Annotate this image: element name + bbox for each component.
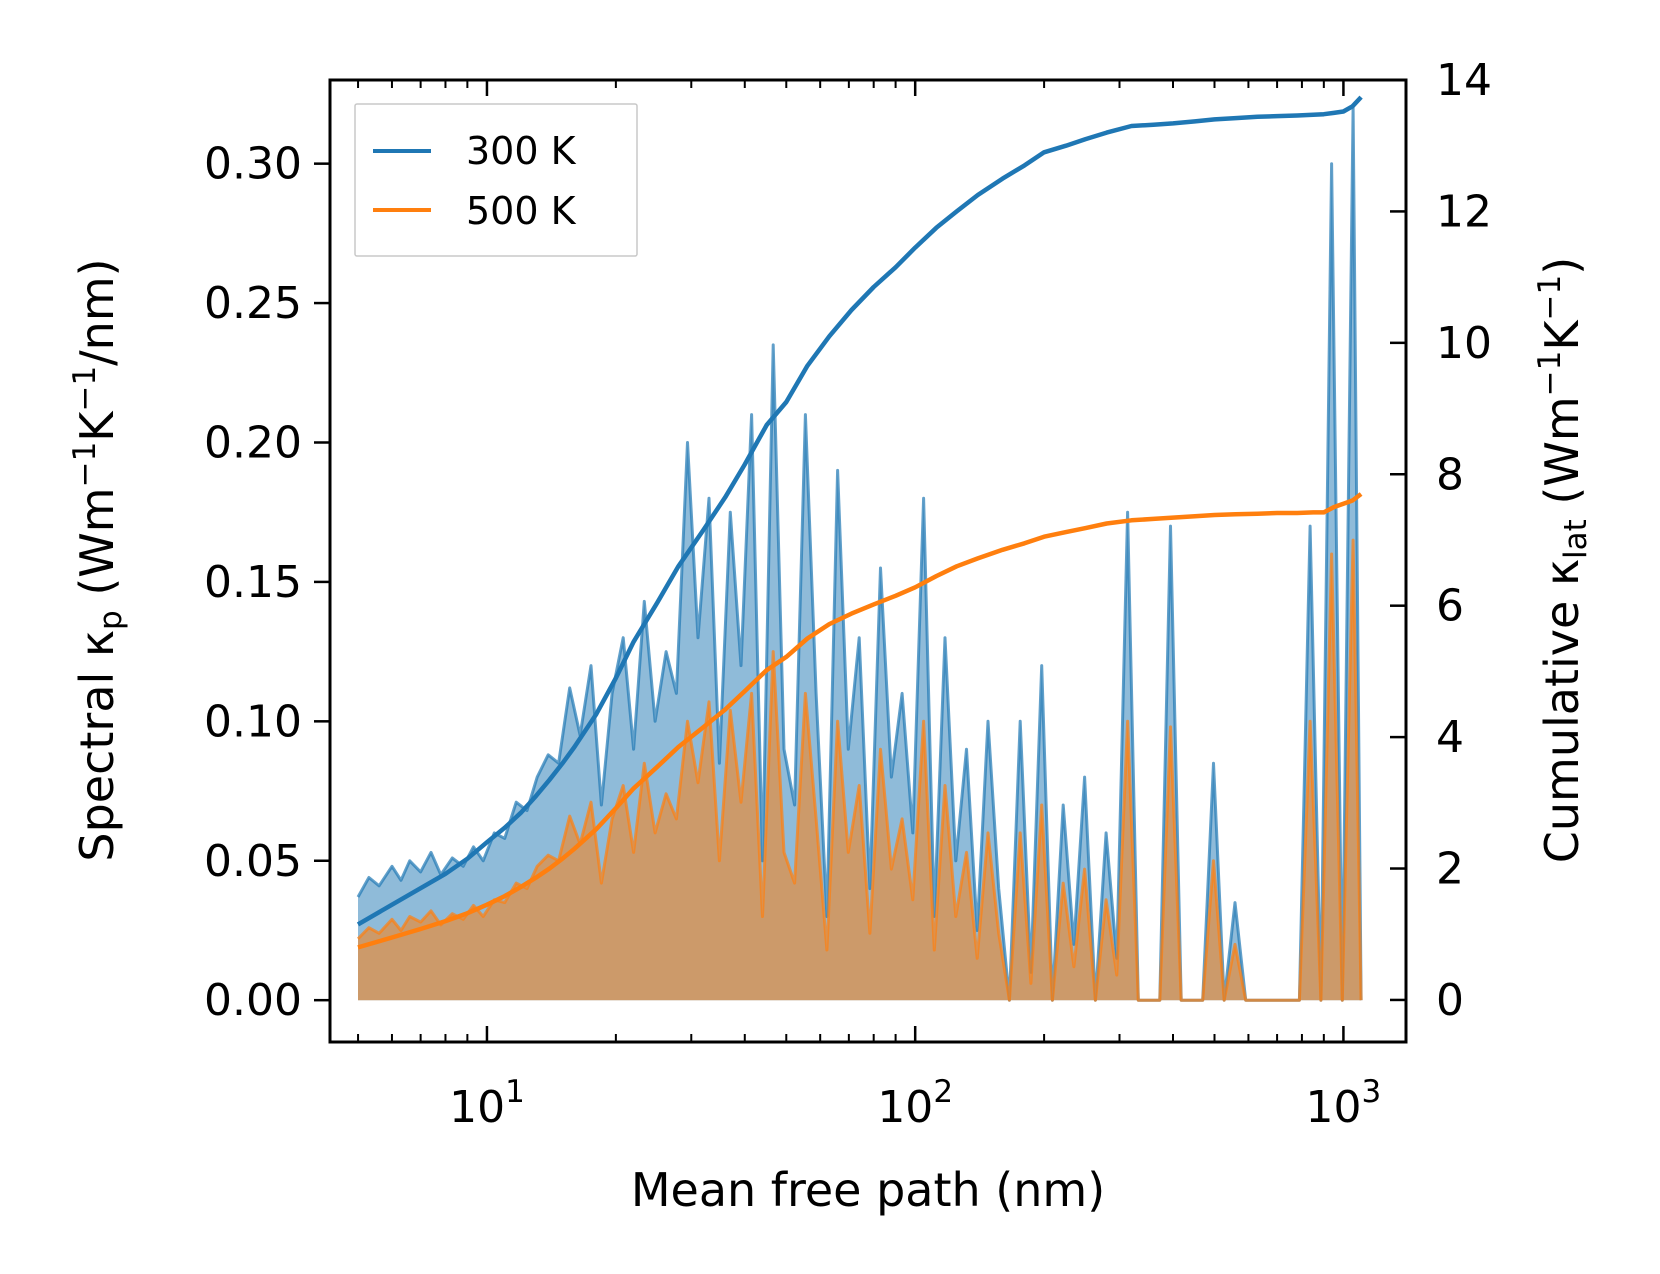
x-tick-label-base: 10 [1306, 1082, 1362, 1133]
x-tick-label-base: 10 [877, 1082, 933, 1133]
y-axis-title: Spectral κp (Wm−1K−1/nm) [67, 258, 129, 861]
y2-axis-title-part-1: Cumulative κ [1535, 559, 1589, 863]
y2-tick-label: 0 [1436, 975, 1464, 1026]
x-axis-title: Mean free path (nm) [631, 1163, 1105, 1217]
cumulative-line-layer [356, 95, 1363, 950]
legend-label-300k: 300 K [466, 129, 577, 173]
y-tick-label: 0.20 [204, 417, 302, 468]
y2-tick-label: 4 [1436, 712, 1464, 763]
y2-tick-label: 12 [1436, 186, 1492, 237]
y-axis-title-sup-1: −1 [67, 442, 103, 488]
legend: 300 K 500 K [354, 103, 638, 257]
y-tick-label: 0.25 [204, 278, 302, 329]
x-tick-label: 103 [1306, 1074, 1382, 1133]
y2-tick-label: 14 [1436, 55, 1492, 106]
y-axis-title-sup-2: −1 [67, 366, 103, 412]
y2-axis-title-sub: lat [1558, 519, 1594, 559]
y2-tick-label: 10 [1436, 318, 1492, 369]
y-tick-label: 0.10 [204, 696, 302, 747]
y2-axis-title-sup-2: −1 [1532, 275, 1568, 321]
tick-layer [314, 78, 1406, 1042]
x-tick-label-exponent: 1 [505, 1074, 525, 1110]
y2-axis-title-sup-1: −1 [1532, 351, 1568, 397]
x-tick-label-base: 10 [449, 1082, 505, 1133]
cumulative-line-300k [356, 95, 1363, 927]
y2-axis-title: Cumulative κlat (Wm−1K−1) [1532, 257, 1594, 863]
y-tick-label: 0.05 [204, 836, 302, 887]
spectral-area-500k [358, 540, 1362, 1001]
y-axis-title-part-1: Spectral κ [70, 630, 124, 862]
y-axis-title-part-3: K [70, 410, 124, 442]
tick-label-layer: 101 102 1030.000.050.100.150.200.250.30024… [204, 55, 1492, 1133]
plot-frame [328, 78, 1408, 1044]
legend-label-500k: 500 K [466, 189, 577, 233]
y-axis-title-sub: p [93, 610, 129, 630]
x-tick-label: 102 [877, 1074, 953, 1133]
x-tick-label-exponent: 3 [1362, 1074, 1382, 1110]
y2-tick-label: 6 [1436, 581, 1464, 632]
cumulative-line-500k [357, 492, 1363, 950]
legend-frame [354, 103, 638, 257]
y-tick-label: 0.15 [204, 557, 302, 608]
y2-tick-label: 8 [1436, 449, 1464, 500]
y-axis-title-part-4: /nm) [70, 258, 124, 365]
y-tick-label: 0.30 [204, 139, 302, 190]
y-axis-title-part-2: (Wm [70, 487, 124, 610]
spectral-area-300k [358, 107, 1362, 1001]
y2-axis-title-part-2: (Wm [1535, 396, 1589, 519]
y2-tick-label: 2 [1436, 844, 1464, 895]
x-tick-label-exponent: 2 [933, 1074, 953, 1110]
y-tick-label: 0.00 [204, 975, 302, 1026]
x-tick-label: 101 [449, 1074, 525, 1133]
y2-axis-title-part-3: K [1535, 319, 1589, 351]
y2-axis-title-part-4: ) [1535, 257, 1589, 275]
